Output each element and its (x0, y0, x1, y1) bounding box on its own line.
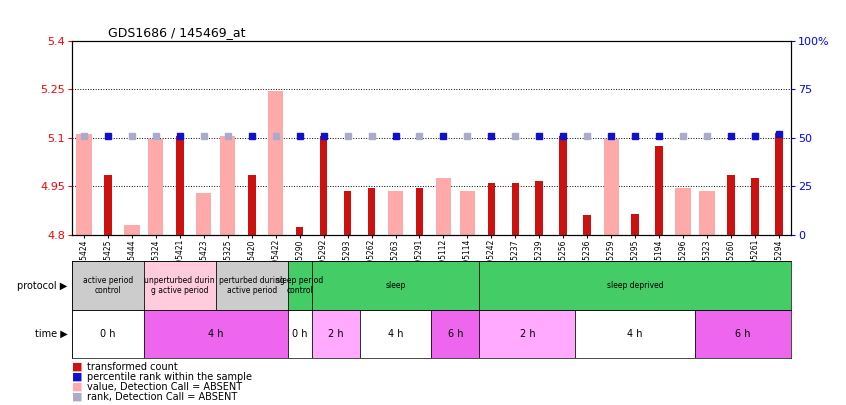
Bar (631, 214, 639, 235)
Bar (480, 310, 575, 358)
Bar (216, 261, 288, 310)
Text: 4 h: 4 h (208, 329, 223, 339)
Bar (728, 175, 735, 235)
Text: time ▶: time ▶ (35, 329, 68, 339)
Text: sleep: sleep (385, 281, 406, 290)
Text: GDS1686 / 145469_at: GDS1686 / 145469_at (107, 26, 245, 39)
Text: ■: ■ (72, 372, 82, 382)
Bar (220, 136, 235, 235)
Bar (487, 183, 495, 235)
Bar (415, 188, 423, 235)
Bar (536, 181, 543, 235)
Bar (675, 188, 691, 235)
Bar (603, 139, 619, 235)
Bar (751, 178, 759, 235)
Text: transformed count: transformed count (87, 362, 178, 371)
Text: rank, Detection Call = ABSENT: rank, Detection Call = ABSENT (87, 392, 238, 402)
Bar (775, 133, 783, 235)
Bar (248, 175, 255, 235)
Bar (76, 134, 91, 235)
Bar (368, 188, 376, 235)
Text: active period
control: active period control (83, 276, 133, 295)
Bar (695, 310, 791, 358)
Text: ■: ■ (72, 362, 82, 371)
Bar (431, 310, 480, 358)
Bar (268, 91, 283, 235)
Bar (584, 215, 591, 235)
Text: unperturbed durin
g active period: unperturbed durin g active period (145, 276, 215, 295)
Bar (72, 310, 144, 358)
Bar (311, 310, 360, 358)
Bar (311, 261, 480, 310)
Bar (387, 191, 404, 235)
Bar (512, 183, 519, 235)
Bar (148, 139, 163, 235)
Bar (459, 191, 475, 235)
Text: 6 h: 6 h (735, 329, 750, 339)
Text: sleep deprived: sleep deprived (607, 281, 663, 290)
Bar (343, 191, 351, 235)
Text: sleep period
control: sleep period control (276, 276, 323, 295)
Bar (144, 261, 216, 310)
Bar (480, 261, 791, 310)
Bar (436, 178, 451, 235)
Text: ■: ■ (72, 392, 82, 402)
Bar (104, 175, 112, 235)
Text: perturbed during
active period: perturbed during active period (219, 276, 284, 295)
Bar (124, 225, 140, 235)
Bar (559, 136, 567, 235)
Text: 6 h: 6 h (448, 329, 463, 339)
Text: 0 h: 0 h (292, 329, 307, 339)
Bar (656, 146, 663, 235)
Text: 2 h: 2 h (327, 329, 343, 339)
Text: protocol ▶: protocol ▶ (18, 281, 68, 290)
Bar (296, 227, 304, 235)
Text: 0 h: 0 h (100, 329, 116, 339)
Bar (700, 191, 715, 235)
Text: 4 h: 4 h (387, 329, 404, 339)
Text: percentile rank within the sample: percentile rank within the sample (87, 372, 252, 382)
Text: ■: ■ (72, 382, 82, 392)
Text: 4 h: 4 h (628, 329, 643, 339)
Bar (72, 261, 144, 310)
Bar (176, 136, 184, 235)
Text: value, Detection Call = ABSENT: value, Detection Call = ABSENT (87, 382, 242, 392)
Bar (288, 261, 311, 310)
Bar (320, 136, 327, 235)
Bar (196, 193, 212, 235)
Text: 2 h: 2 h (519, 329, 536, 339)
Bar (144, 310, 288, 358)
Bar (575, 310, 695, 358)
Bar (288, 310, 311, 358)
Bar (360, 310, 431, 358)
